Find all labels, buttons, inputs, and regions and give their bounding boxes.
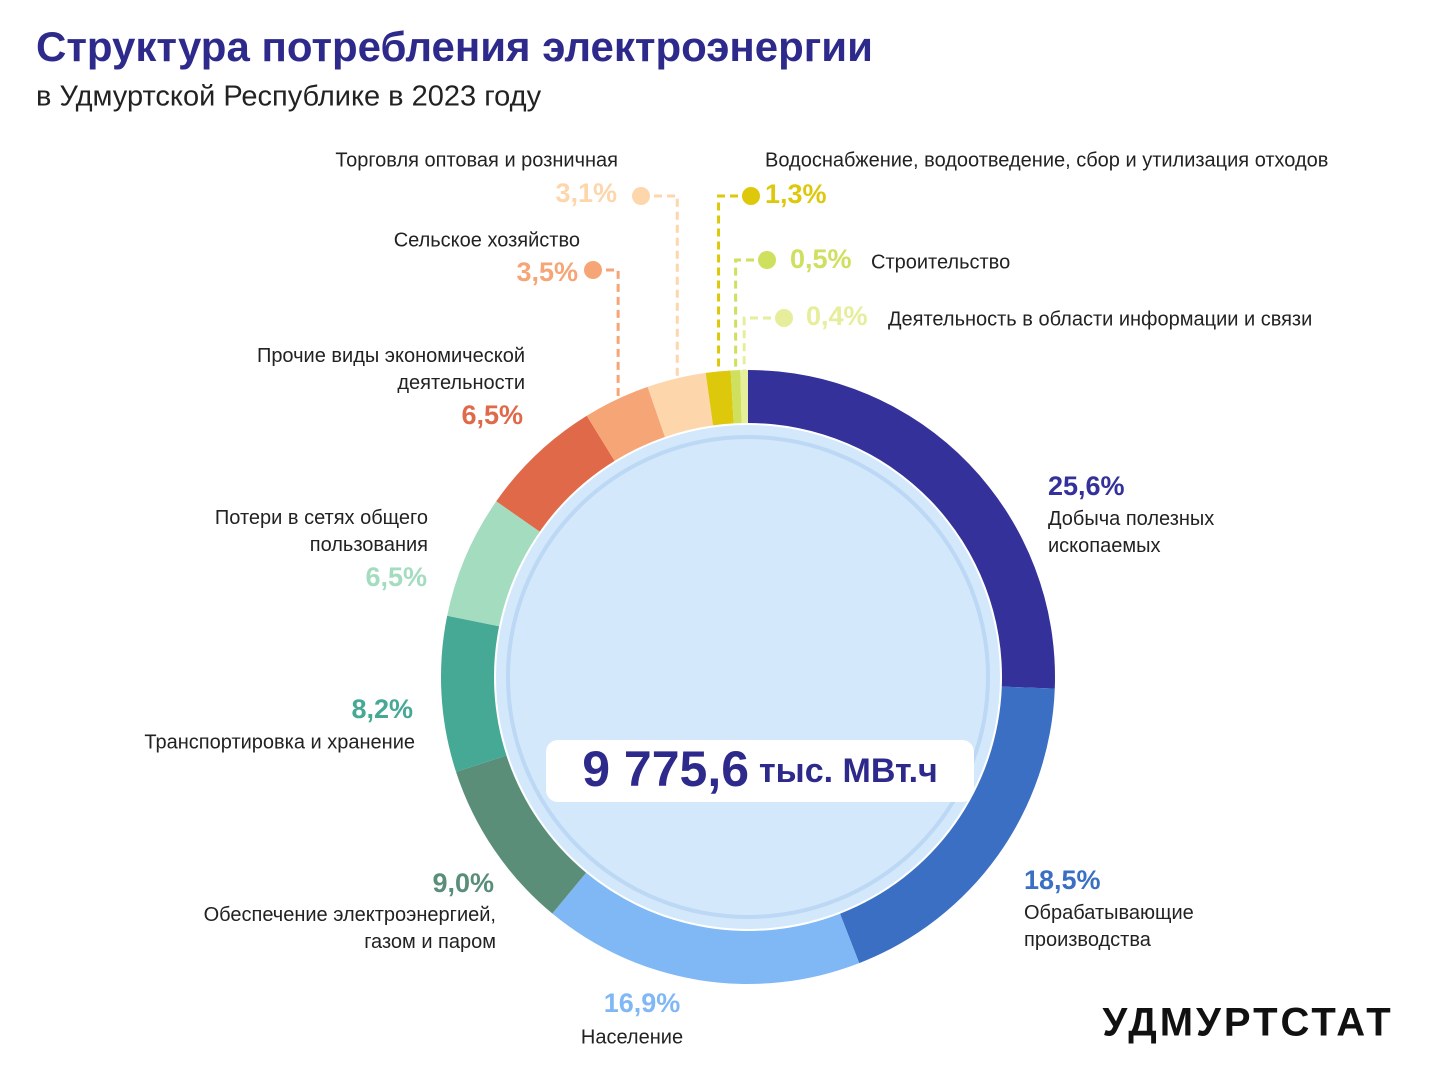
category-label-line: пользования: [310, 534, 428, 556]
category-label-line: производства: [1024, 929, 1152, 951]
center-unit: тыс. МВт.ч: [759, 752, 938, 790]
source-logo: УДМУРТСТАТ: [1102, 1001, 1393, 1045]
chart-subtitle: в Удмуртской Республике в 2023 году: [36, 81, 542, 113]
category-label-line: Обрабатывающие: [1024, 902, 1194, 924]
category-label-line: Прочие виды экономической: [257, 345, 525, 367]
leader-line: [742, 316, 784, 375]
value-label: 1,3%: [765, 179, 827, 209]
leader-line: [593, 268, 620, 404]
donut-segment: [586, 386, 665, 461]
center-box: [546, 740, 974, 802]
category-label-line: газом и паром: [364, 931, 496, 953]
leader-dot: [758, 251, 776, 269]
donut-segment: [447, 501, 540, 627]
category-label: Добыча полезных ископаемых: [1048, 508, 1214, 557]
value-label: 9,0%: [432, 868, 494, 898]
value-label: 25,6%: [1048, 471, 1125, 501]
category-label: Обрабатывающие производства: [1024, 902, 1194, 951]
leader-line: [734, 258, 767, 375]
value-label: 0,5%: [790, 244, 852, 274]
value-label: 0,4%: [806, 301, 868, 331]
donut-segment: [740, 370, 748, 424]
chart-title: Структура потребления электроэнергии: [36, 23, 873, 70]
leader-dot: [775, 309, 793, 327]
leader-dot: [632, 187, 650, 205]
center-total: 9 775,6 тыс. МВт.ч: [582, 741, 938, 797]
center-illustration: [496, 425, 1000, 929]
leader-line: [641, 194, 679, 383]
category-label: Население: [581, 1026, 683, 1048]
leader-dot: [584, 261, 602, 279]
category-label-line: Добыча полезных: [1048, 508, 1214, 530]
category-label: Транспортировка и хранение: [144, 731, 415, 753]
category-label: Водоснабжение, водоотведение, сбор и ути…: [765, 149, 1328, 171]
value-label: 6,5%: [461, 400, 523, 430]
donut-segment: [647, 372, 714, 437]
category-label-line: Потери в сетях общего: [215, 507, 428, 529]
category-label: Деятельность в области информации и связ…: [888, 308, 1312, 330]
category-label: Сельское хозяйство: [394, 229, 580, 251]
category-label-line: ископаемых: [1048, 535, 1160, 557]
donut-segment: [730, 370, 742, 424]
category-label: Потери в сетях общего пользования: [215, 507, 428, 556]
center-value: 9 775,6: [582, 741, 749, 797]
category-label: Прочие виды экономической деятельности: [257, 345, 525, 394]
category-label: Строительство: [871, 251, 1010, 273]
value-label: 6,5%: [365, 562, 427, 592]
value-label: 3,5%: [516, 257, 578, 287]
donut-segment: [748, 370, 1055, 689]
donut-segment: [496, 415, 615, 532]
leader-dot: [742, 187, 760, 205]
donut-segment: [840, 686, 1055, 964]
value-label: 16,9%: [604, 988, 681, 1018]
category-label-line: деятельности: [397, 372, 525, 394]
donut-segment: [705, 370, 734, 426]
value-label: 18,5%: [1024, 865, 1101, 895]
category-label: Обеспечение электроэнергией, газом и паро…: [204, 904, 496, 953]
donut-segment: [440, 615, 507, 772]
center-ring: [506, 435, 990, 919]
donut-segment: [552, 872, 860, 984]
leader-line: [717, 194, 751, 376]
category-label: Торговля оптовая и розничная: [335, 149, 618, 171]
value-label: 3,1%: [555, 178, 617, 208]
value-label: 8,2%: [351, 694, 413, 724]
category-label-line: Обеспечение электроэнергией,: [204, 904, 496, 926]
donut-segment: [456, 755, 587, 914]
